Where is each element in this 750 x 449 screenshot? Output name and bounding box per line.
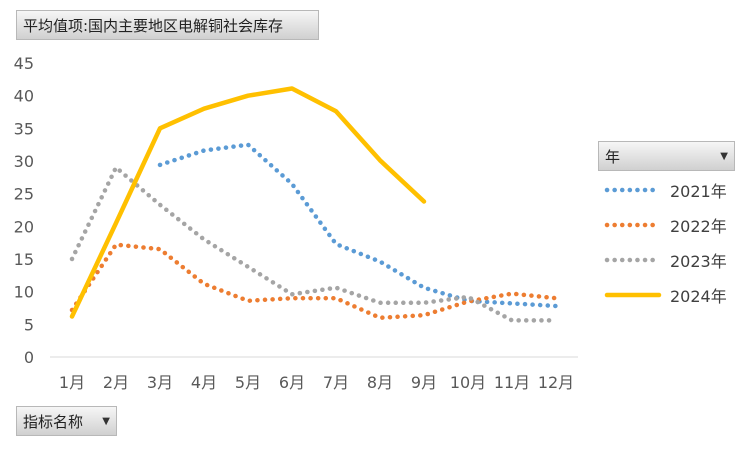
series-line-2024年: [69, 86, 427, 319]
dimension-field-label: 指标名称: [23, 412, 84, 431]
x-tick-label: 5月: [235, 373, 261, 392]
y-tick-label: 30: [14, 152, 34, 171]
chevron-down-icon[interactable]: ▼: [102, 415, 110, 427]
legend-swatch: [604, 292, 662, 297]
legend-label: 2021年: [670, 181, 727, 201]
legend-item: 2022年: [604, 207, 727, 242]
x-tick-label: 6月: [279, 373, 305, 392]
legend-swatch: [604, 257, 662, 262]
x-tick-label: 4月: [191, 373, 217, 392]
chevron-down-icon[interactable]: ▼: [720, 150, 728, 162]
series-line-2023年: [69, 165, 559, 323]
x-tick-label: 2月: [103, 373, 129, 392]
x-tick-label: 9月: [411, 373, 437, 392]
legend-item: 2024年: [604, 277, 727, 312]
y-tick-label: 40: [14, 87, 34, 106]
legend-field-label: 年: [605, 147, 621, 166]
series-line-2022年: [69, 242, 559, 321]
legend-field-button[interactable]: 年 ▼: [598, 141, 735, 171]
legend-swatch: [604, 187, 662, 192]
legend: 2021年 2022年 2023年 2024年: [604, 172, 727, 312]
y-tick-label: 25: [14, 185, 34, 204]
legend-item: 2021年: [604, 172, 727, 207]
value-field-button[interactable]: 平均值项:国内主要地区电解铜社会库存: [16, 10, 319, 40]
legend-item: 2023年: [604, 242, 727, 277]
y-tick-label: 0: [24, 348, 34, 367]
y-tick-label: 10: [14, 283, 34, 302]
legend-label: 2022年: [670, 216, 727, 236]
y-tick-label: 35: [14, 119, 34, 138]
legend-label: 2024年: [670, 286, 727, 306]
series-line-2021年: [157, 142, 559, 309]
x-tick-label: 10月: [450, 373, 486, 392]
y-tick-label: 15: [14, 250, 34, 269]
x-tick-label: 11月: [494, 373, 530, 392]
legend-swatch: [604, 222, 662, 227]
x-tick-label: 12月: [538, 373, 574, 392]
x-tick-label: 1月: [59, 373, 85, 392]
x-tick-label: 8月: [367, 373, 393, 392]
x-tick-label: 7月: [323, 373, 349, 392]
y-tick-label: 45: [14, 54, 34, 73]
value-field-label: 平均值项:国内主要地区电解铜社会库存: [23, 16, 284, 35]
dimension-field-button[interactable]: 指标名称 ▼: [16, 406, 117, 436]
legend-label: 2023年: [670, 251, 727, 271]
y-tick-label: 20: [14, 217, 34, 236]
x-tick-label: 3月: [147, 373, 173, 392]
y-tick-label: 5: [24, 315, 34, 334]
